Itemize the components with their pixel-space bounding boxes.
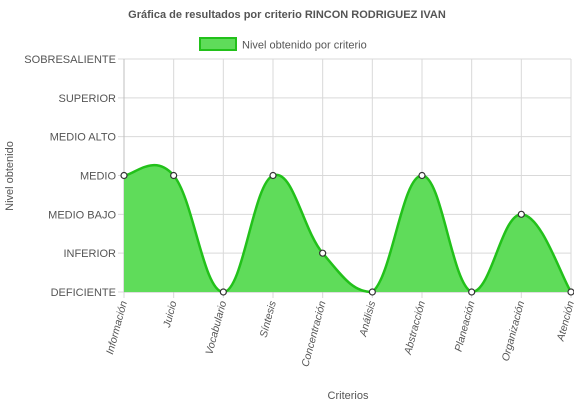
x-tick-label: Vocabulario bbox=[203, 300, 229, 356]
x-tick-label: Juicio bbox=[161, 300, 180, 330]
x-axis-ticks: Información Juicio Vocabulario Síntesis Conc… bbox=[104, 299, 574, 368]
series-line bbox=[123, 163, 573, 294]
y-tick-label: SUPERIOR bbox=[59, 93, 117, 105]
y-tick-label: INFERIOR bbox=[63, 248, 116, 260]
x-tick-label: Análisis bbox=[357, 299, 378, 339]
data-point bbox=[319, 249, 327, 257]
x-tick-label: Concentración bbox=[299, 300, 328, 369]
data-point bbox=[468, 288, 476, 296]
data-point bbox=[567, 288, 574, 296]
data-point bbox=[170, 171, 178, 180]
x-tick-label: Atención bbox=[554, 300, 574, 344]
data-point bbox=[219, 288, 227, 296]
y-tick-label: DEFICIENTE bbox=[51, 287, 116, 299]
data-point bbox=[517, 210, 525, 218]
y-tick-label: MEDIO bbox=[80, 171, 117, 183]
x-tick-label: Información bbox=[104, 300, 130, 356]
data-point bbox=[368, 288, 376, 296]
y-tick-label: SOBRESALIENTE bbox=[24, 54, 116, 66]
x-tick-label: Síntesis bbox=[258, 299, 279, 339]
data-point bbox=[120, 171, 128, 180]
data-point bbox=[269, 171, 277, 180]
data-area bbox=[123, 163, 573, 294]
area-fill bbox=[124, 165, 571, 292]
y-tick-label: MEDIO ALTO bbox=[50, 132, 117, 144]
legend-label: Nivel obtenido por criterio bbox=[242, 40, 367, 52]
data-points bbox=[120, 171, 574, 296]
data-point bbox=[418, 171, 426, 180]
x-tick-label: Planeación bbox=[453, 300, 478, 353]
x-tick-label: Abstracción bbox=[402, 300, 428, 357]
y-tick-label: MEDIO BAJO bbox=[48, 209, 116, 221]
legend-swatch bbox=[199, 37, 237, 51]
y-axis-ticks: DEFICIENTE INFERIOR MEDIO BAJO MEDIO MEDIO A… bbox=[24, 54, 116, 299]
x-axis-label: Criterios bbox=[328, 390, 369, 402]
x-tick-label: Organización bbox=[500, 300, 528, 363]
legend[interactable]: Nivel obtenido por criterio bbox=[199, 37, 367, 52]
chart-title: Gráfica de resultados por criterio RINCO… bbox=[128, 9, 446, 21]
y-axis-label: Nivel obtenido bbox=[4, 141, 16, 211]
